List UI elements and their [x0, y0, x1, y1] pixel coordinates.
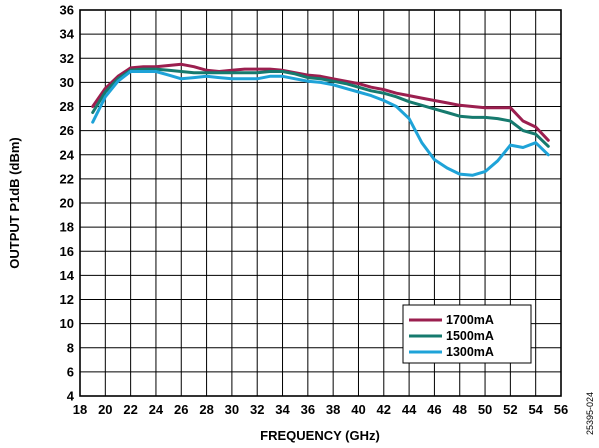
- x-tick-label: 44: [402, 402, 417, 417]
- x-tick-label: 38: [326, 402, 340, 417]
- legend-label-1500ma: 1500mA: [446, 329, 494, 343]
- x-tick-label: 24: [149, 402, 164, 417]
- y-tick-label: 12: [60, 292, 74, 307]
- x-tick-labels: 18 20 22 24 26 28 30 32 34 36 38 40 42 44 46 48 50 52 54 56: [73, 402, 568, 417]
- y-tick-label: 8: [67, 340, 74, 355]
- plot-frame: [79, 9, 562, 397]
- y-tick-label: 24: [60, 147, 75, 162]
- y-tick-labels: 4 6 8 10 12 14 16 18 20 22 24 26 28 30 32 34 36: [60, 3, 75, 404]
- x-tick-label: 46: [427, 402, 441, 417]
- x-tick-label: 34: [275, 402, 290, 417]
- x-tick-label: 28: [199, 402, 213, 417]
- y-tick-label: 18: [60, 220, 74, 235]
- x-tick-label: 40: [351, 402, 365, 417]
- x-tick-label: 22: [123, 402, 137, 417]
- y-tick-label: 4: [67, 389, 75, 404]
- x-tick-label: 20: [98, 402, 112, 417]
- series-layer: [91, 62, 550, 177]
- x-tick-label: 48: [453, 402, 467, 417]
- x-tick-label: 32: [250, 402, 264, 417]
- x-tick-label: 30: [225, 402, 239, 417]
- x-tick-label: 54: [528, 402, 543, 417]
- y-tick-label: 14: [60, 268, 75, 283]
- x-tick-label: 50: [478, 402, 492, 417]
- y-tick-label: 22: [60, 171, 74, 186]
- legend-label-1300ma: 1300mA: [446, 345, 494, 359]
- x-axis-title: FREQUENCY (GHz): [260, 428, 380, 443]
- y-tick-label: 6: [67, 364, 74, 379]
- y-tick-label: 30: [60, 75, 74, 90]
- y-tick-label: 10: [60, 316, 74, 331]
- y-tick-label: 32: [60, 51, 74, 66]
- x-tick-label: 52: [503, 402, 517, 417]
- figure-id: 25395-024: [585, 392, 595, 435]
- y-tick-label: 20: [60, 196, 74, 211]
- y-axis-title: OUTPUT P1dB (dBm): [7, 137, 22, 268]
- x-tick-label: 26: [174, 402, 188, 417]
- series-line-1500ma: [91, 67, 550, 148]
- series-line-1300ma: [91, 70, 550, 177]
- y-tick-label: 28: [60, 99, 74, 114]
- y-tick-label: 36: [60, 3, 74, 18]
- y-tick-label: 16: [60, 244, 74, 259]
- x-tick-label: 56: [554, 402, 568, 417]
- y-tick-label: 34: [60, 27, 75, 42]
- series-line-1700ma: [91, 62, 550, 142]
- y-tick-label: 26: [60, 123, 74, 138]
- x-tick-label: 18: [73, 402, 87, 417]
- x-tick-label: 42: [377, 402, 391, 417]
- legend: 1700mA 1500mA 1300mA: [402, 304, 532, 364]
- x-tick-label: 36: [301, 402, 315, 417]
- legend-label-1700ma: 1700mA: [446, 313, 494, 327]
